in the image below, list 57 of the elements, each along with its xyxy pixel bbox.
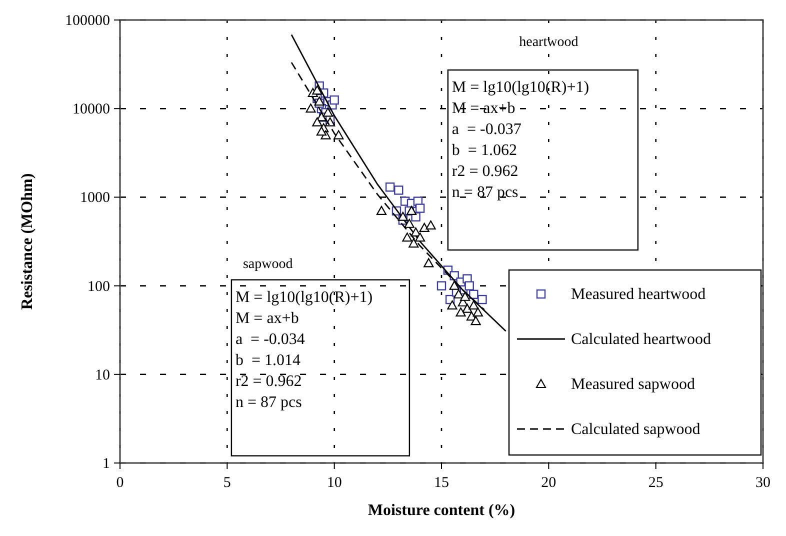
- point: [404, 218, 414, 228]
- point: [478, 294, 487, 304]
- y-tick-label: 100000: [65, 13, 110, 29]
- y-tick-label: 10000: [72, 102, 110, 118]
- x-tick-label: 30: [756, 475, 770, 491]
- legend-label: Measured sapwood: [571, 376, 695, 393]
- point: [447, 300, 458, 310]
- legend-label: Calculated heartwood: [571, 331, 711, 348]
- point: [402, 232, 412, 242]
- point: [424, 258, 434, 268]
- text-box: M = lg10(lg10(R)+1) M = ax+b a = -0.037 b = 1.062 r2 = 0.962 n = 87 pcs: [447, 69, 639, 251]
- point: [415, 204, 425, 213]
- point: [462, 304, 472, 313]
- annotation: M = lg10(lg10(R)+1) M = ax+b a = -0.034 b = 1.014 r2 = 0.962 n = 87 pcs: [235, 288, 373, 411]
- point: [312, 85, 322, 95]
- point: [460, 292, 470, 301]
- point: [464, 281, 474, 290]
- x-tick-label: 20: [541, 475, 556, 491]
- point: [456, 307, 466, 317]
- y-axis-title: Resistance (MOhm): [19, 173, 36, 310]
- point: [322, 108, 333, 117]
- legend-label: Measured heartwood: [571, 286, 706, 303]
- point: [406, 206, 417, 215]
- point: [312, 117, 322, 126]
- point: [306, 104, 316, 113]
- annotation: heartwood: [519, 35, 578, 50]
- x-tick-label: 10: [326, 475, 342, 491]
- point: [330, 95, 339, 105]
- x-tick-label: 15: [434, 475, 449, 491]
- x-axis-title: Moisture content (%): [368, 502, 516, 519]
- x-tick-label: 5: [223, 475, 231, 491]
- point: [398, 212, 408, 221]
- annotation: M = lg10(lg10(R)+1) M = ax+b a = -0.037 b = 1.062 r2 = 0.962 n = 87 pcs: [452, 79, 590, 201]
- point: [468, 300, 479, 310]
- point: [394, 186, 404, 195]
- point: [470, 316, 481, 326]
- y-tick-label: 100: [88, 278, 110, 295]
- point: [415, 232, 426, 242]
- point: [419, 222, 430, 232]
- point: [408, 238, 419, 248]
- point: [316, 126, 327, 136]
- x-tick-label: 25: [648, 475, 664, 491]
- annotation: sapwood: [243, 256, 293, 272]
- text-box: M = lg10(lg10(R)+1) M = ax+b a = -0.034 b = 1.014 r2 = 0.962 n = 87 pcs: [230, 279, 410, 456]
- point: [472, 307, 483, 317]
- point: [426, 220, 436, 230]
- y-tick-label: 1: [102, 456, 110, 472]
- point: [376, 206, 387, 215]
- point: [436, 281, 446, 290]
- point: [385, 182, 395, 192]
- point: [334, 130, 344, 140]
- y-tick-label: 1000: [80, 190, 110, 206]
- point: [449, 280, 460, 290]
- x-tick-label: 0: [116, 475, 124, 491]
- point: [454, 289, 464, 298]
- y-tick-label: 10: [95, 367, 110, 384]
- legend-label: Calculated sapwood: [571, 421, 700, 438]
